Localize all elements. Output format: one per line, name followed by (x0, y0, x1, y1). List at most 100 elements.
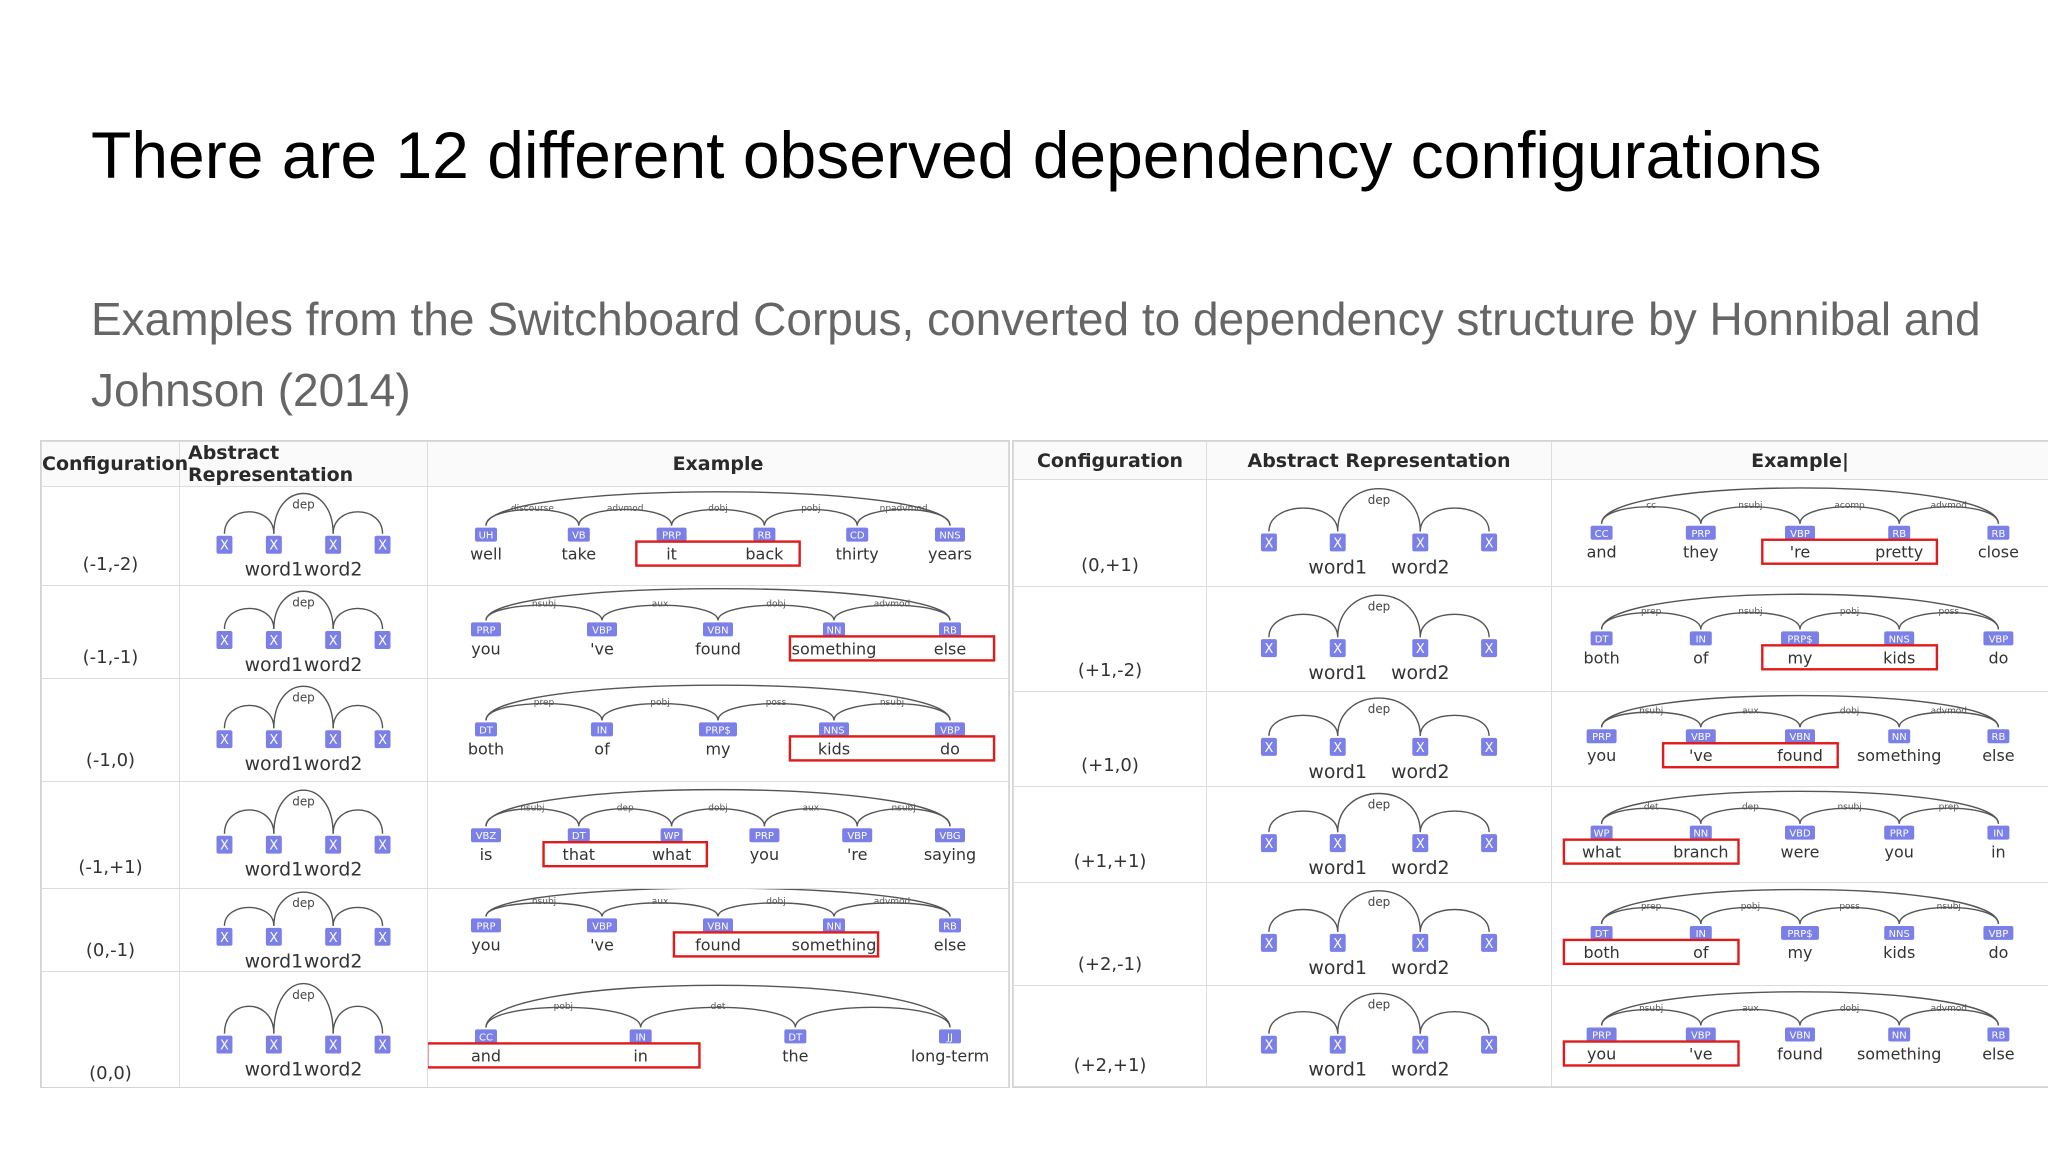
pos-tag-label: VBN (1789, 732, 1810, 743)
pos-tag (1884, 825, 1915, 840)
token: else (1982, 1045, 2014, 1064)
arc-label: nsubj (532, 600, 556, 610)
node-x-box (325, 535, 342, 554)
dependency-arc (1268, 1011, 1339, 1034)
word1-label: word1 (1308, 662, 1367, 684)
node-x-box (1329, 737, 1346, 756)
highlight-box (788, 735, 996, 762)
dependency-arc (639, 1006, 797, 1028)
pos-tag (1888, 1027, 1911, 1042)
arc-label: nsubj (1837, 802, 1861, 812)
pos-tag-label: CC (1595, 529, 1609, 540)
configuration-cell: (-1,-1) (41, 585, 180, 679)
pos-tag-label: RB (1992, 529, 2006, 540)
word2-label: word2 (304, 559, 363, 581)
node-x-label: X (378, 931, 387, 946)
configuration-cell: (0,+1) (1013, 479, 1207, 587)
node-x-box (1260, 1035, 1277, 1054)
node-x-box (216, 535, 233, 554)
pos-tag-label: IN (635, 1032, 645, 1043)
arc-label: aux (1742, 706, 1759, 716)
configuration-cell: (+1,+1) (1013, 785, 1207, 884)
dependency-arc (273, 590, 334, 630)
pos-tag-label: PRP (476, 921, 495, 932)
pos-tag-label: IN (1696, 634, 1706, 645)
token: 've (1689, 1045, 1713, 1064)
configuration-cell: (-1,+1) (41, 781, 180, 889)
node-x-box (216, 1035, 233, 1054)
token: and (1587, 543, 1617, 562)
dependency-arc (485, 684, 951, 721)
node-x-label: X (1264, 1039, 1273, 1054)
pos-tag-label: RB (943, 625, 957, 636)
arc-label: dep (1742, 802, 1759, 812)
left-configuration-table: Configuration Abstract Representation Ex… (40, 440, 1010, 1088)
example-cell: PRP VBP VBN NN RB you 've found something else nsu… (1551, 985, 2048, 1087)
dependency-arc (601, 902, 719, 917)
node-x-box (265, 927, 282, 946)
pos-tag-label: RB (757, 531, 771, 542)
node-x-label: X (1485, 741, 1494, 756)
dependency-arc (1268, 909, 1339, 933)
node-x-box (1329, 833, 1346, 852)
node-x-label: X (1416, 642, 1425, 657)
dependency-arc (332, 511, 384, 534)
node-x-box (325, 631, 342, 649)
pos-tag-label: VBP (1989, 634, 2009, 645)
node-x-box (1260, 833, 1277, 852)
dependency-arc (223, 704, 275, 729)
word1-label: word1 (245, 859, 304, 881)
token: kids (818, 739, 850, 758)
node-x-box (325, 730, 342, 749)
pos-tag-label: VBN (707, 625, 728, 636)
dependency-arc (1898, 711, 2000, 728)
node-x-box (1481, 737, 1498, 756)
token: something (1857, 746, 1941, 765)
dependency-arc (833, 902, 951, 917)
slide-subtitle: Examples from the Switchboard Corpus, co… (91, 293, 1981, 416)
configuration-cell: (+1,-2) (1013, 585, 1207, 692)
word2-label: word2 (1391, 662, 1450, 684)
pos-tag-label: DT (1595, 634, 1610, 645)
node-x-box (374, 631, 391, 649)
node-x-label: X (1416, 1039, 1425, 1054)
example-diagram: PRP VBP VBN NN RB you 've found something else nsu… (1586, 694, 2015, 769)
example-cell: PRP VBP VBN NN RB you 've found something else nsu… (1551, 690, 2048, 787)
token: close (1978, 543, 2019, 562)
highlight-box (1761, 644, 1939, 671)
arc-label: pobj (801, 504, 820, 514)
node-x-label: X (329, 634, 338, 649)
pos-tag-label: PRP$ (705, 725, 730, 736)
token: found (695, 935, 741, 954)
header-example: Example| (1551, 441, 2048, 480)
arc-label: advmod (607, 504, 644, 514)
token: you (471, 639, 500, 658)
dependency-arc (332, 906, 384, 926)
pos-tag-label: PRP (476, 625, 495, 636)
node-x-box (1412, 639, 1429, 658)
dependency-arc (332, 704, 384, 729)
example-cell: UH VB PRP RB CD NNS well take it back thirty years d… (427, 486, 1009, 586)
right-configuration-table: Configuration Abstract Representation Ex… (1012, 440, 2048, 1088)
dependency-arc (1898, 611, 2000, 630)
token: 're (847, 845, 867, 864)
node-x-label: X (1485, 536, 1494, 551)
dependency-arc (1600, 907, 1702, 925)
token: and (471, 1046, 501, 1065)
dependency-arc (1419, 809, 1490, 832)
pos-tag (1888, 729, 1911, 744)
token: 're (1790, 543, 1810, 562)
pos-tag-label: VB (572, 531, 586, 542)
configuration-cell: (0,-1) (41, 888, 180, 972)
token: what (1582, 842, 1621, 861)
pos-tag (1785, 825, 1815, 840)
dep-label: dep (292, 498, 315, 512)
token: you (471, 935, 500, 954)
token: take (561, 545, 596, 564)
